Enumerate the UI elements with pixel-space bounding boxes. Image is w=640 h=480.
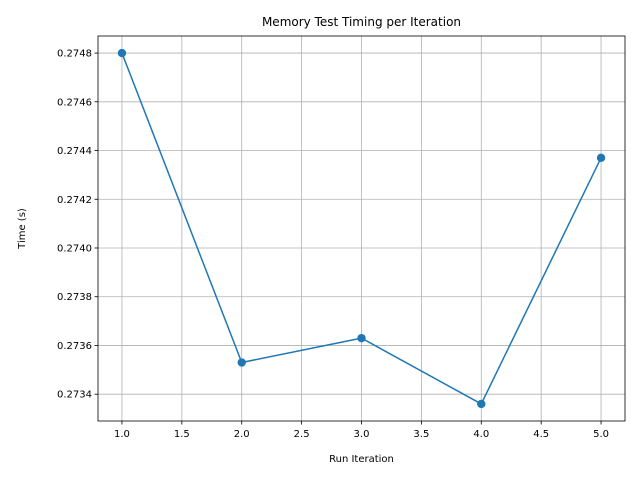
x-tick-label: 4.0 bbox=[473, 429, 489, 440]
series-layer bbox=[117, 48, 606, 409]
x-axis-label: Run Iteration bbox=[329, 454, 394, 465]
data-point bbox=[477, 399, 486, 409]
y-tick-label: 0.2746 bbox=[57, 97, 92, 108]
x-tick-label: 1.0 bbox=[114, 429, 130, 440]
y-tick-label: 0.2738 bbox=[57, 292, 92, 303]
x-tick-label: 3.0 bbox=[354, 429, 370, 440]
grid-lines bbox=[98, 36, 625, 421]
data-point bbox=[357, 333, 366, 343]
data-point bbox=[237, 358, 246, 367]
x-tick-label: 4.5 bbox=[533, 429, 549, 440]
y-tick-label: 0.2744 bbox=[57, 146, 92, 157]
chart-title: Memory Test Timing per Iteration bbox=[262, 15, 461, 29]
data-point bbox=[596, 153, 606, 163]
y-tick-label: 0.2740 bbox=[57, 243, 92, 254]
y-tick-label: 0.2742 bbox=[57, 195, 92, 206]
y-tick-label: 0.2734 bbox=[57, 390, 92, 401]
data-point bbox=[117, 48, 127, 58]
y-axis-ticks: 0.2734 0.2736 0.2738 0.2740 0.2742 0.2744 0.27… bbox=[57, 49, 98, 401]
x-tick-label: 1.5 bbox=[174, 429, 190, 440]
y-axis-label: Time (s) bbox=[17, 208, 28, 250]
y-tick-label: 0.2736 bbox=[57, 341, 92, 352]
x-tick-label: 2.5 bbox=[294, 429, 310, 440]
x-axis-ticks: 1.0 1.5 2.0 2.5 3.0 3.5 4.0 4.5 5.0 bbox=[114, 421, 609, 440]
x-tick-label: 2.0 bbox=[234, 429, 250, 440]
x-tick-label: 3.5 bbox=[413, 429, 429, 440]
x-tick-label: 5.0 bbox=[593, 429, 609, 440]
y-tick-label: 0.2748 bbox=[57, 49, 92, 60]
